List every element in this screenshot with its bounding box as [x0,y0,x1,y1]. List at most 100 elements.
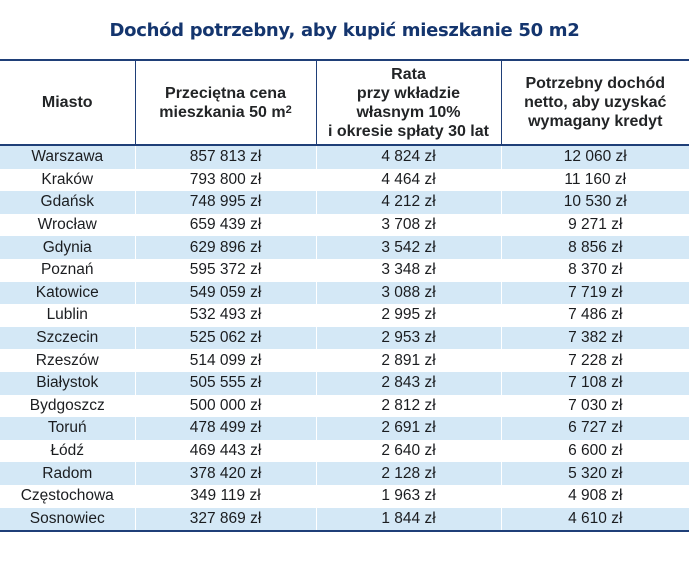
city-cell: Gdynia [0,236,136,259]
income-cell: 7 382 zł [500,326,689,350]
city-cell: Sosnowiec [0,507,136,533]
table-row: Białystok 505 555 zł 2 843 zł 7 108 zł [0,371,689,395]
rate-cell: 3 348 zł [315,258,502,282]
table-row: Warszawa 857 813 zł 4 824 zł 12 060 zł [0,145,689,169]
income-cell: 7 719 zł [500,281,689,305]
income-cell: 7 030 zł [500,394,689,418]
header-city: Miasto [0,59,136,146]
table-row: Radom 378 420 zł 2 128 zł 5 320 zł [0,462,689,485]
rate-cell: 2 843 zł [315,371,502,395]
price-cell: 748 995 zł [134,191,317,214]
rate-cell: 1 844 zł [315,507,502,533]
rate-cell: 2 128 zł [315,462,502,485]
city-cell: Rzeszów [0,349,136,372]
table-row: Poznań 595 372 zł 3 348 zł 8 370 zł [0,258,689,282]
header-price-line2: mieszkania 50 m [159,103,286,121]
price-cell: 793 800 zł [134,168,317,192]
header-rate-line3: własnym 10% [356,103,461,121]
city-cell: Gdańsk [0,191,136,214]
rate-cell: 1 963 zł [315,484,502,508]
income-cell: 5 320 zł [500,462,689,485]
header-rate-line2: przy wkładzie [356,84,461,102]
income-cell: 9 271 zł [500,213,689,237]
rate-cell: 4 212 zł [315,191,502,214]
table-row: Szczecin 525 062 zł 2 953 zł 7 382 zł [0,326,689,350]
table-row: Częstochowa 349 119 zł 1 963 zł 4 908 zł [0,484,689,508]
table-row: Gdynia 629 896 zł 3 542 zł 8 856 zł [0,236,689,259]
rate-cell: 3 708 zł [315,213,502,237]
rate-cell: 4 824 zł [315,145,502,169]
header-rate-line1: Rata [391,65,426,83]
income-cell: 7 486 zł [500,304,689,327]
table-row: Gdańsk 748 995 zł 4 212 zł 10 530 zł [0,191,689,214]
table-body: Warszawa 857 813 zł 4 824 zł 12 060 zł Krakó… [0,145,689,533]
header-price-line1: Przeciętna cena [165,84,286,102]
rate-cell: 4 464 zł [315,168,502,192]
chart-title: Dochód potrzebny, aby kupić mieszkanie 5… [109,20,580,41]
rate-cell: 3 542 zł [315,236,502,259]
city-cell: Częstochowa [0,484,136,508]
income-table: Miasto Przeciętna cena mieszkania 50 m 2 … [0,59,689,533]
income-cell: 10 530 zł [500,191,689,214]
rate-cell: 2 640 zł [315,439,502,463]
header-income-line3: wymagany kredyt [528,113,663,130]
city-cell: Katowice [0,281,136,305]
income-cell: 7 228 zł [500,349,689,372]
city-cell: Wrocław [0,213,136,237]
price-cell: 327 869 zł [134,507,317,533]
rate-cell: 3 088 zł [315,281,502,305]
city-cell: Poznań [0,258,136,282]
city-cell: Kraków [0,168,136,192]
table-row: Bydgoszcz 500 000 zł 2 812 zł 7 030 zł [0,394,689,418]
price-cell: 857 813 zł [134,145,317,169]
city-cell: Toruń [0,417,136,440]
city-cell: Szczecin [0,326,136,350]
income-cell: 8 856 zł [500,236,689,259]
price-cell: 469 443 zł [134,439,317,463]
header-rate: Rata przy wkładzie własnym 10% i okresie… [315,59,502,146]
header-row: Miasto Przeciętna cena mieszkania 50 m2 … [0,59,689,146]
header-income-line1: Potrzebny dochód [525,75,666,92]
city-cell: Białystok [0,371,136,395]
rate-cell: 2 691 zł [315,417,502,440]
table-row: Katowice 549 059 zł 3 088 zł 7 719 zł [0,281,689,305]
table-row: Sosnowiec 327 869 zł 1 844 zł 4 610 zł [0,507,689,533]
header-rate-line4: i okresie spłaty 30 lat [328,122,489,140]
city-cell: Radom [0,462,136,485]
price-cell: 595 372 zł [134,258,317,282]
table-row: Rzeszów 514 099 zł 2 891 zł 7 228 zł [0,349,689,372]
table-row: Kraków 793 800 zł 4 464 zł 11 160 zł [0,168,689,192]
price-cell: 349 119 zł [134,484,317,508]
header-income: Potrzebny dochód netto, aby uzyskać wyma… [500,59,689,146]
header-price: Przeciętna cena mieszkania 50 m2 [134,59,317,146]
table-row: Toruń 478 499 zł 2 691 zł 6 727 zł [0,417,689,440]
rate-cell: 2 953 zł [315,326,502,350]
price-cell: 532 493 zł [134,304,317,327]
rate-cell: 2 812 zł [315,394,502,418]
price-cell: 478 499 zł [134,417,317,440]
rate-cell: 2 995 zł [315,304,502,327]
income-cell: 4 610 zł [500,507,689,533]
price-cell: 505 555 zł [134,371,317,395]
table-row: Wrocław 659 439 zł 3 708 zł 9 271 zł [0,213,689,237]
table-row: Łódź 469 443 zł 2 640 zł 6 600 zł [0,439,689,463]
income-cell: 4 908 zł [500,484,689,508]
header-city-label: Miasto [41,94,93,111]
income-cell: 12 060 zł [500,145,689,169]
price-cell: 500 000 zł [134,394,317,418]
rate-cell: 2 891 zł [315,349,502,372]
city-cell: Warszawa [0,145,136,169]
city-cell: Łódź [0,439,136,463]
price-cell: 659 439 zł [134,213,317,237]
header-price-superscript: 2 [285,103,292,116]
header-income-line2: netto, aby uzyskać [524,94,667,111]
income-cell: 6 727 zł [500,417,689,440]
city-cell: Bydgoszcz [0,394,136,418]
income-cell: 8 370 zł [500,258,689,282]
table-row: Lublin 532 493 zł 2 995 zł 7 486 zł [0,304,689,327]
price-cell: 514 099 zł [134,349,317,372]
city-cell: Lublin [0,304,136,327]
income-cell: 7 108 zł [500,371,689,395]
price-cell: 629 896 zł [134,236,317,259]
income-cell: 11 160 zł [500,168,689,192]
